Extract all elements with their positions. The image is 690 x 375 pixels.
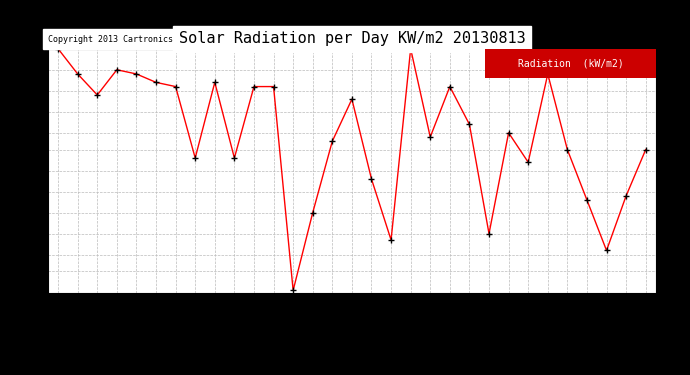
Text: Copyright 2013 Cartronics.com: Copyright 2013 Cartronics.com [48,35,193,44]
Title: Solar Radiation per Day KW/m2 20130813: Solar Radiation per Day KW/m2 20130813 [179,31,525,46]
